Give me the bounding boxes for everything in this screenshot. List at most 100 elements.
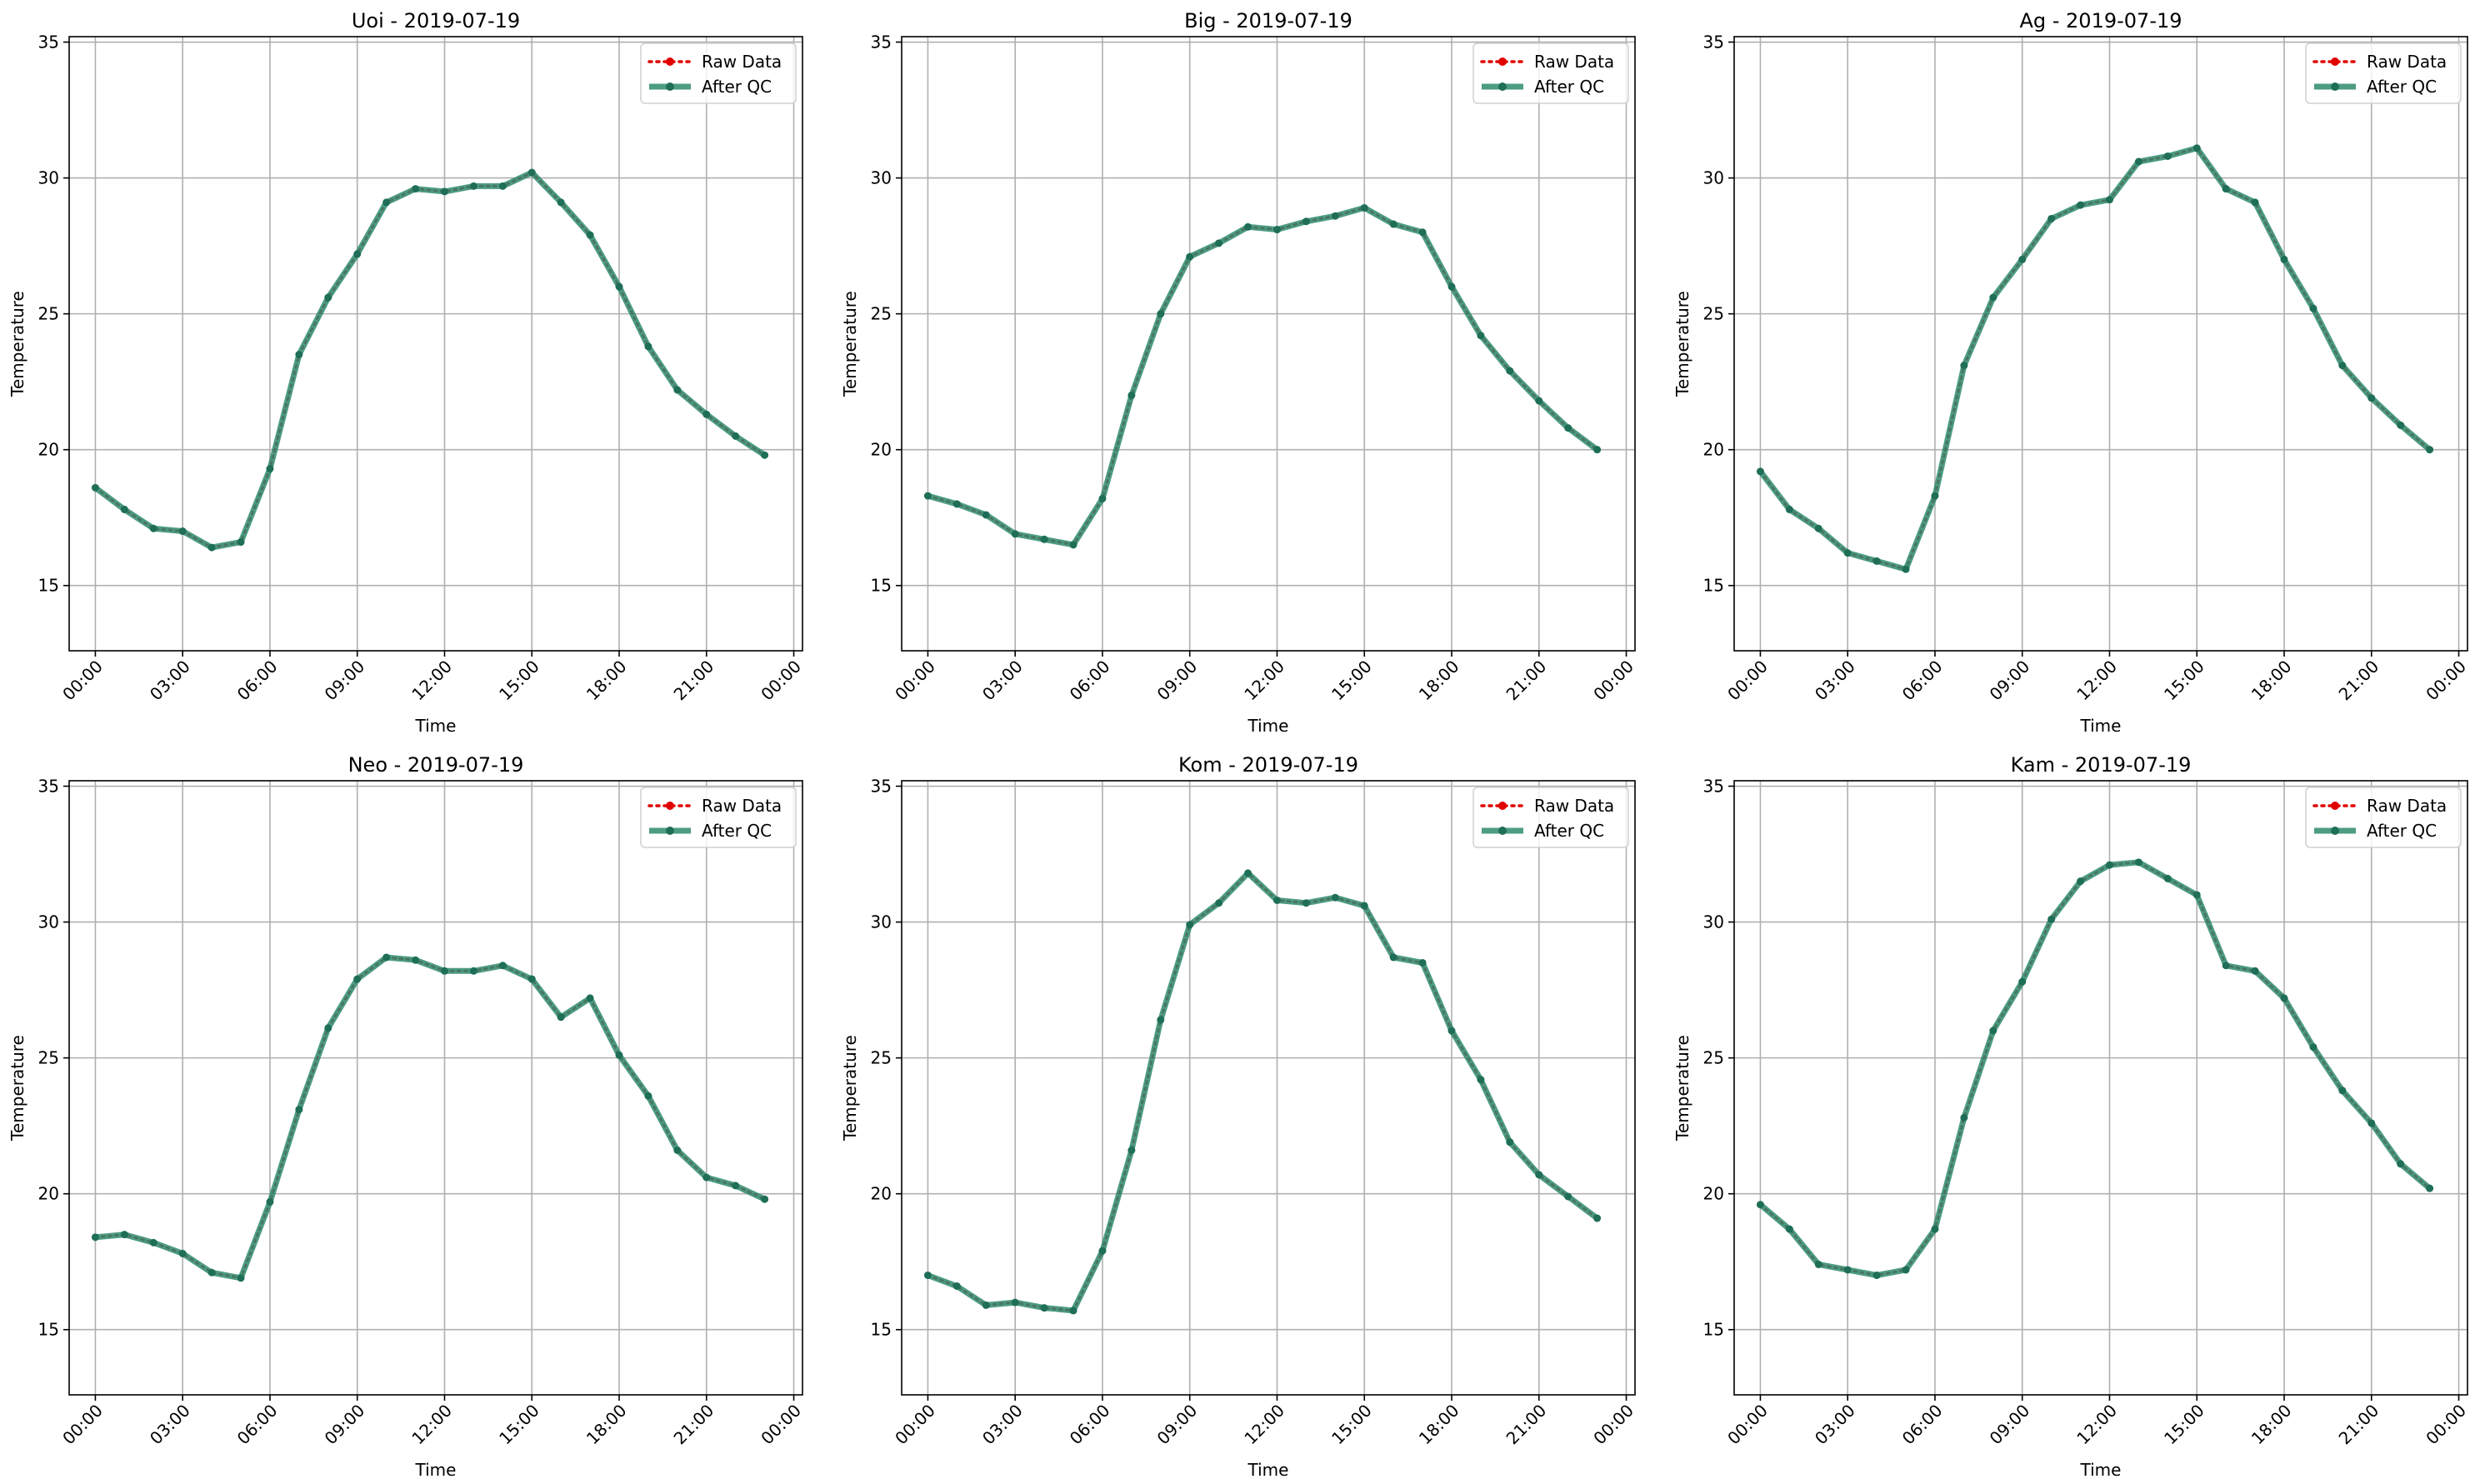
after-qc-point bbox=[1331, 212, 1339, 220]
after-qc-point bbox=[1843, 1266, 1852, 1274]
y-axis-label: Temperature bbox=[840, 291, 860, 397]
after-qc-point bbox=[120, 1231, 128, 1239]
after-qc-point bbox=[1069, 1307, 1078, 1315]
legend-raw-marker bbox=[1498, 802, 1507, 810]
after-qc-point bbox=[2309, 304, 2318, 312]
after-qc-point bbox=[295, 351, 303, 359]
after-qc-point bbox=[2048, 915, 2056, 923]
legend-raw-label: Raw Data bbox=[2367, 52, 2447, 72]
legend-raw-label: Raw Data bbox=[1534, 796, 1614, 816]
after-qc-point bbox=[91, 483, 99, 492]
raw-data-line bbox=[93, 171, 767, 549]
raw-data-line bbox=[93, 956, 767, 1280]
x-axis-label: Time bbox=[2080, 1460, 2122, 1480]
after-qc-point bbox=[498, 962, 507, 970]
y-tick-label: 35 bbox=[1703, 777, 1724, 797]
x-tick-label: 00:00 bbox=[58, 657, 107, 705]
after-qc-point bbox=[353, 975, 362, 983]
after-qc-point bbox=[2251, 198, 2259, 207]
x-tick-label: 21:00 bbox=[670, 1401, 718, 1449]
legend-qc-marker bbox=[1498, 82, 1507, 91]
legend-raw-label: Raw Data bbox=[702, 796, 782, 816]
y-axis-label: Temperature bbox=[840, 1035, 860, 1142]
y-tick-label: 15 bbox=[1703, 576, 1724, 596]
after-qc-point bbox=[1360, 203, 1368, 212]
after-qc-point bbox=[266, 1197, 274, 1206]
x-tick-label: 06:00 bbox=[1898, 1401, 1947, 1449]
after-qc-point bbox=[732, 432, 740, 440]
chart-panel-3: 15 20 25 30 35 00:00 03:00 06:00 09:00 12:00 15:00… bbox=[8, 753, 805, 1480]
after-qc-point bbox=[1418, 228, 1427, 237]
x-tick-label: 15:00 bbox=[2160, 657, 2208, 705]
after-qc-point bbox=[2048, 214, 2056, 222]
y-tick-label: 20 bbox=[871, 440, 892, 460]
after-qc-point bbox=[1535, 1171, 1543, 1179]
after-qc-point bbox=[1960, 362, 1968, 370]
x-tick-label: 12:00 bbox=[1240, 1401, 1288, 1449]
x-tick-label: 03:00 bbox=[146, 657, 194, 705]
x-tick-label: 21:00 bbox=[1502, 1401, 1551, 1449]
after-qc-point bbox=[1302, 899, 1310, 907]
after-qc-point bbox=[2077, 201, 2085, 209]
chart-title: Neo - 2019-07-19 bbox=[348, 753, 524, 777]
after-qc-point bbox=[1272, 896, 1281, 904]
raw-data-line bbox=[1758, 146, 2432, 572]
after-qc-line bbox=[927, 204, 1599, 548]
after-qc-point bbox=[586, 994, 594, 1002]
after-qc-point bbox=[1902, 565, 1910, 573]
after-qc-point bbox=[1872, 557, 1881, 565]
after-qc-point bbox=[952, 500, 961, 508]
after-qc-point bbox=[2134, 858, 2142, 867]
chart-title: Uoi - 2019-07-19 bbox=[352, 9, 520, 32]
legend-qc-label: After QC bbox=[1534, 821, 1604, 841]
legend-qc-marker bbox=[1498, 827, 1507, 835]
x-tick-label: 09:00 bbox=[321, 1401, 369, 1449]
x-tick-label: 03:00 bbox=[146, 1401, 194, 1449]
y-tick-label: 20 bbox=[38, 440, 59, 460]
after-qc-point bbox=[2192, 891, 2201, 899]
x-axis-label: Time bbox=[1248, 716, 1289, 736]
y-axis-label: Temperature bbox=[8, 1035, 28, 1142]
after-qc-point bbox=[1244, 869, 1252, 877]
after-qc-point bbox=[1448, 282, 1456, 291]
after-qc-point bbox=[1389, 953, 1398, 962]
legend-qc-marker bbox=[2331, 827, 2339, 835]
legend-raw-marker bbox=[1498, 57, 1507, 66]
x-tick-label: 21:00 bbox=[1502, 657, 1551, 705]
axes-frame bbox=[68, 780, 803, 1396]
after-qc-line bbox=[93, 169, 767, 551]
after-qc-point bbox=[91, 1233, 99, 1242]
after-qc-point bbox=[1215, 899, 1223, 907]
after-qc-point bbox=[761, 1195, 769, 1203]
after-qc-point bbox=[324, 293, 332, 302]
y-tick-label: 15 bbox=[1703, 1320, 1724, 1340]
y-tick-label: 25 bbox=[1703, 1048, 1724, 1068]
after-qc-point bbox=[440, 967, 448, 975]
after-qc-point bbox=[1128, 1147, 1136, 1155]
y-tick-label: 25 bbox=[871, 304, 892, 324]
after-qc-point bbox=[557, 1013, 565, 1022]
legend-qc-marker bbox=[666, 82, 674, 91]
y-tick-label: 30 bbox=[1703, 168, 1724, 188]
chart-title: Ag - 2019-07-19 bbox=[2019, 9, 2182, 32]
x-tick-label: 09:00 bbox=[1986, 1401, 2034, 1449]
after-qc-point bbox=[1098, 1247, 1107, 1255]
after-qc-point bbox=[1186, 921, 1194, 929]
after-qc-point bbox=[2368, 394, 2376, 402]
x-tick-label: 18:00 bbox=[582, 1401, 631, 1449]
after-qc-point bbox=[1931, 1225, 1939, 1233]
x-tick-label: 00:00 bbox=[1723, 657, 1772, 705]
y-tick-label: 30 bbox=[38, 912, 59, 932]
y-tick-label: 25 bbox=[38, 1048, 59, 1068]
legend-raw-marker bbox=[2331, 57, 2339, 66]
legend-qc-label: After QC bbox=[1534, 77, 1604, 97]
after-qc-point bbox=[237, 538, 245, 547]
after-qc-point bbox=[178, 1249, 187, 1257]
x-tick-label: 00:00 bbox=[891, 657, 939, 705]
y-tick-label: 15 bbox=[871, 1320, 892, 1340]
x-tick-label: 03:00 bbox=[1811, 657, 1859, 705]
after-qc-point bbox=[237, 1274, 245, 1282]
y-tick-label: 30 bbox=[871, 912, 892, 932]
after-qc-point bbox=[1011, 1298, 1019, 1307]
after-qc-point bbox=[2368, 1119, 2376, 1127]
